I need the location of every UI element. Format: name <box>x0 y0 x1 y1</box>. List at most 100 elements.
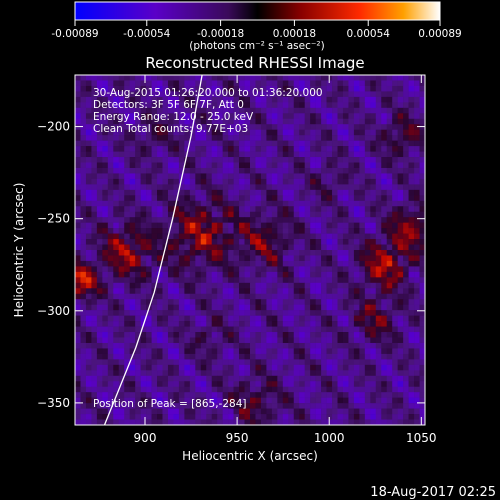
heatmap-cell <box>282 321 289 327</box>
heatmap-cell <box>217 75 223 81</box>
heatmap-cell <box>332 184 338 191</box>
heatmap-cell <box>195 222 202 229</box>
heatmap-cell <box>304 228 311 234</box>
heatmap-cell <box>135 211 141 218</box>
heatmap-cell <box>337 304 344 311</box>
heatmap-cell <box>140 184 147 191</box>
heatmap-cell <box>348 266 355 273</box>
heatmap-cell <box>107 195 114 202</box>
heatmap-cell <box>80 304 87 311</box>
heatmap-cell <box>310 96 316 103</box>
heatmap-cell <box>102 255 109 262</box>
heatmap-cell <box>414 250 420 256</box>
heatmap-cell <box>162 85 169 92</box>
heatmap-cell <box>260 392 267 398</box>
heatmap-cell <box>200 277 207 284</box>
heatmap-cell <box>91 107 98 114</box>
x-tick-label: 900 <box>134 431 157 445</box>
heatmap-cell <box>206 260 213 267</box>
heatmap-cell <box>337 162 344 169</box>
heatmap-cell <box>151 173 158 180</box>
heatmap-cell <box>211 315 218 322</box>
heatmap-cell <box>299 217 305 223</box>
heatmap-cell <box>80 244 87 251</box>
heatmap-cell <box>140 75 147 81</box>
heatmap-cell <box>375 337 382 344</box>
heatmap-cell <box>359 167 366 174</box>
heatmap-cell <box>189 85 196 92</box>
heatmap-cell <box>370 113 377 120</box>
heatmap-cell <box>206 85 213 92</box>
heatmap-cell <box>364 282 371 289</box>
heatmap-cell <box>239 364 245 371</box>
heatmap-cell <box>157 228 163 234</box>
heatmap-cell <box>299 96 305 103</box>
heatmap-cell <box>211 75 218 81</box>
heatmap-cell <box>151 222 158 229</box>
heatmap-cell <box>228 386 234 393</box>
heatmap-cell <box>189 113 196 120</box>
heatmap-cell <box>102 266 109 273</box>
heatmap-cell <box>195 299 202 305</box>
heatmap-cell <box>348 189 355 196</box>
heatmap-cell <box>419 195 425 202</box>
heatmap-cell <box>299 419 305 425</box>
heatmap-cell <box>206 167 213 174</box>
heatmap-cell <box>397 414 404 420</box>
heatmap-cell <box>178 85 185 92</box>
heatmap-cell <box>75 228 81 234</box>
heatmap-cell <box>299 364 305 371</box>
heatmap-cell <box>173 206 180 213</box>
heatmap-cell <box>96 403 103 409</box>
heatmap-cell <box>80 299 87 305</box>
heatmap-cell <box>184 107 191 114</box>
heatmap-cell <box>419 381 425 388</box>
heatmap-cell <box>75 326 81 333</box>
heatmap-cell <box>348 386 355 393</box>
heatmap-cell <box>129 206 136 213</box>
heatmap-cell <box>200 342 207 349</box>
heatmap-cell <box>310 310 316 316</box>
heatmap-cell <box>364 211 371 218</box>
heatmap-cell <box>370 255 377 262</box>
heatmap-cell <box>217 91 223 98</box>
heatmap-cell <box>342 195 349 202</box>
heatmap-cell <box>233 195 240 202</box>
heatmap-cell <box>233 107 240 114</box>
heatmap-cell <box>375 282 382 289</box>
heatmap-cell <box>178 80 185 87</box>
heatmap-cell <box>397 353 404 360</box>
heatmap-cell <box>102 337 109 344</box>
heatmap-cell <box>113 228 120 234</box>
heatmap-cell <box>304 217 311 223</box>
heatmap-cell <box>107 310 114 316</box>
heatmap-cell <box>266 332 273 338</box>
heatmap-cell <box>299 228 305 234</box>
heatmap-cell <box>260 364 267 371</box>
heatmap-cell <box>408 348 415 355</box>
heatmap-cell <box>118 299 125 305</box>
heatmap-cell <box>80 151 87 158</box>
heatmap-cell <box>315 91 322 98</box>
heatmap-cell <box>124 124 130 130</box>
heatmap-cell <box>146 266 152 273</box>
heatmap-cell <box>102 293 109 300</box>
heatmap-cell <box>206 129 213 136</box>
heatmap-cell <box>277 326 284 333</box>
heatmap-cell <box>342 129 349 136</box>
heatmap-cell <box>118 342 125 349</box>
heatmap-cell <box>211 178 218 185</box>
heatmap-cell <box>189 151 196 158</box>
heatmap-cell <box>157 392 163 398</box>
heatmap-cell <box>332 195 338 202</box>
heatmap-cell <box>244 173 251 180</box>
heatmap-cell <box>321 364 327 371</box>
heatmap-cell <box>233 80 240 87</box>
heatmap-cell <box>96 348 103 355</box>
heatmap-cell <box>414 162 420 169</box>
heatmap-cell <box>304 250 311 256</box>
heatmap-cell <box>200 304 207 311</box>
heatmap-cell <box>326 85 333 92</box>
heatmap-cell <box>151 359 158 366</box>
heatmap-cell <box>107 250 114 256</box>
